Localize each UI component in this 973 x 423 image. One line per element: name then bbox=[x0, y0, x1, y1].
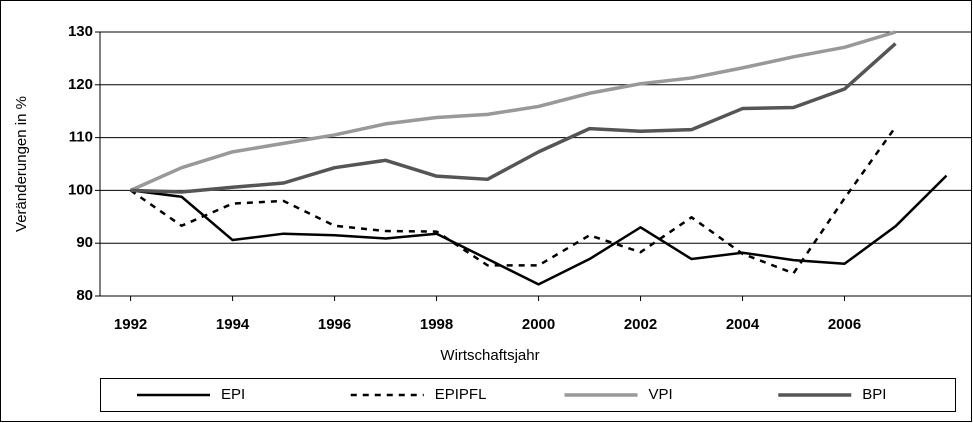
y-tick-label: 100 bbox=[68, 181, 93, 198]
y-tick-label: 90 bbox=[76, 234, 93, 251]
x-tick-label: 1996 bbox=[318, 316, 351, 333]
y-tick-label: 80 bbox=[76, 287, 93, 304]
legend-label: BPI bbox=[862, 386, 886, 403]
series-line bbox=[130, 42, 897, 194]
x-tick-label: 2002 bbox=[624, 316, 657, 333]
x-tick-label: 2000 bbox=[522, 316, 555, 333]
legend-label: VPI bbox=[649, 386, 673, 403]
series-line bbox=[130, 174, 948, 286]
x-tick-label: 2006 bbox=[828, 316, 861, 333]
legend-label: EPI bbox=[221, 386, 245, 403]
y-tick-label: 130 bbox=[68, 23, 93, 40]
x-tick-label: 1992 bbox=[114, 316, 147, 333]
x-tick-label: 1998 bbox=[420, 316, 453, 333]
x-tick-label: 2004 bbox=[726, 316, 760, 333]
y-tick-label: 120 bbox=[68, 76, 93, 93]
legend-label: EPIPFL bbox=[435, 386, 487, 403]
x-axis-label: Wirtschaftsjahr bbox=[440, 347, 539, 364]
series-line bbox=[129, 30, 897, 192]
x-tick-label: 1994 bbox=[216, 316, 250, 333]
y-tick-label: 110 bbox=[69, 129, 93, 146]
y-axis-label: Veränderungen in % bbox=[13, 96, 30, 232]
